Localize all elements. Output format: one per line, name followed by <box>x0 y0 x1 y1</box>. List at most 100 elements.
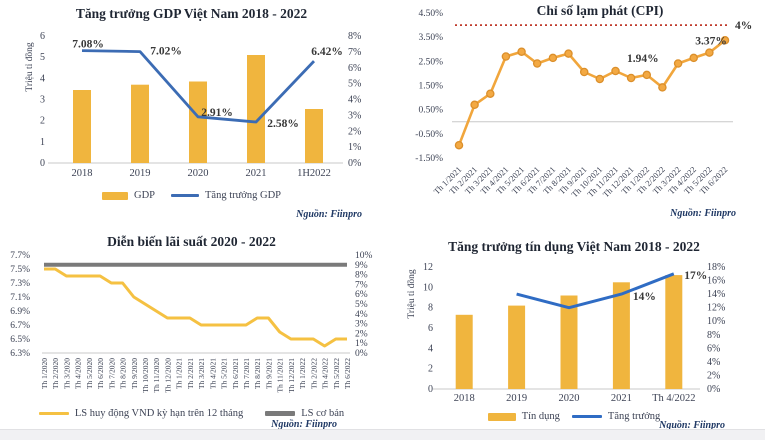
svg-text:7%: 7% <box>355 280 368 290</box>
rates-plot-area: 7.7% 7.5% 7.3% 7.1% 6.9% 6.7% 6.5% 6.3% 10%9%8%7… <box>10 251 373 393</box>
svg-text:7%: 7% <box>348 47 361 58</box>
svg-text:2020: 2020 <box>559 393 580 404</box>
svg-text:4.50%: 4.50% <box>418 9 443 19</box>
gdp-chart-title: Tăng trưởng GDP Việt Nam 2018 - 2022 <box>75 6 308 21</box>
svg-text:5%: 5% <box>355 300 368 310</box>
svg-text:6%: 6% <box>707 343 720 354</box>
svg-text:2019: 2019 <box>506 393 527 404</box>
svg-text:4%: 4% <box>355 310 368 320</box>
svg-text:Th 6/2020: Th 6/2020 <box>96 358 105 389</box>
svg-text:Th 4/2022: Th 4/2022 <box>321 358 330 389</box>
svg-text:5%: 5% <box>348 79 361 90</box>
svg-text:Th 1/2021: Th 1/2021 <box>175 358 184 389</box>
svg-text:Th 5/2022: Th 5/2022 <box>332 358 341 389</box>
svg-text:Th 4/2020: Th 4/2020 <box>74 358 83 389</box>
legend-item-gdp-growth: Tăng trưởng GDP <box>171 190 281 201</box>
svg-text:0: 0 <box>428 384 433 395</box>
svg-text:6.42%: 6.42% <box>311 46 343 58</box>
svg-text:-0.50%: -0.50% <box>415 130 443 140</box>
svg-text:Th 7/2020: Th 7/2020 <box>107 358 116 389</box>
svg-text:Th 8/2021: Th 8/2021 <box>253 358 262 389</box>
gdp-y-axis-label: Triệu tỉ đồng <box>25 42 35 92</box>
rates-legend: LS huy động VND kỳ hạn trên 12 tháng LS … <box>0 408 383 419</box>
svg-text:9%: 9% <box>355 261 368 271</box>
svg-text:2021: 2021 <box>246 168 267 179</box>
svg-text:Th 12/2021: Th 12/2021 <box>287 358 296 393</box>
svg-text:Th 5/2021: Th 5/2021 <box>220 358 229 389</box>
svg-text:2.58%: 2.58% <box>267 118 299 130</box>
legend-label-deposit-rate: LS huy động VND kỳ hạn trên 12 tháng <box>74 408 244 419</box>
svg-text:4: 4 <box>40 73 45 84</box>
credit-growth-chart: 12 10 8 6 4 2 0 18% 16% 14% 12% 10% 8% 6% 4% 2% 0% 2018 20… <box>383 230 765 439</box>
svg-text:2%: 2% <box>348 126 361 137</box>
svg-text:Th 1/2022: Th 1/2022 <box>298 358 307 389</box>
svg-text:2: 2 <box>428 364 433 375</box>
legend-item-deposit-rate: LS huy động VND kỳ hạn trên 12 tháng <box>38 408 244 419</box>
gdp-plot-area: 6 5 4 3 2 1 0 8% 7% 6% 5% 4% 3% 2% 1% 0% 2018 2019 2020 202… <box>40 31 361 179</box>
svg-text:Th 9/2021: Th 9/2021 <box>264 358 273 389</box>
svg-text:Th 4/2021: Th 4/2021 <box>208 358 217 389</box>
rates-chart-title: Diễn biến lãi suất 2020 - 2022 <box>107 234 276 249</box>
svg-text:3.50%: 3.50% <box>418 33 443 43</box>
legend-label-gdp: GDP <box>133 190 155 201</box>
svg-text:1H2022: 1H2022 <box>297 168 331 179</box>
svg-text:10%: 10% <box>355 251 373 261</box>
legend-label-credit: Tín dụng <box>521 411 560 422</box>
svg-text:3%: 3% <box>355 320 368 330</box>
svg-text:6%: 6% <box>355 290 368 300</box>
cpi-plot-area: 4.50%3.50%2.50%1.50%0.50%-0.50%-1.50%Th … <box>415 9 752 199</box>
svg-text:3%: 3% <box>348 110 361 121</box>
svg-text:2018: 2018 <box>72 168 93 179</box>
svg-text:Th 8/2020: Th 8/2020 <box>119 358 128 389</box>
svg-text:Th 10/2020: Th 10/2020 <box>141 358 150 393</box>
svg-text:6.7%: 6.7% <box>10 321 30 331</box>
svg-text:7.5%: 7.5% <box>10 265 30 275</box>
credit-bar-swatch <box>487 412 516 421</box>
svg-text:Th 6/2021: Th 6/2021 <box>231 358 240 389</box>
svg-text:14%: 14% <box>633 291 656 303</box>
svg-text:7.7%: 7.7% <box>10 251 30 261</box>
svg-text:6.5%: 6.5% <box>10 335 30 345</box>
svg-text:10: 10 <box>423 282 433 293</box>
svg-text:Th 2/2022: Th 2/2022 <box>309 358 318 389</box>
legend-item-gdp: GDP <box>101 190 155 201</box>
svg-text:7.02%: 7.02% <box>150 46 182 58</box>
svg-text:4%: 4% <box>707 357 720 368</box>
svg-text:Th 3/2020: Th 3/2020 <box>62 358 71 389</box>
page-footer-strip <box>0 429 765 440</box>
gdp-growth-line-swatch <box>171 194 199 197</box>
credit-legend: Tín dụng Tăng trưởng <box>383 411 765 422</box>
base-rate-line-swatch <box>265 411 296 416</box>
svg-text:1: 1 <box>40 137 45 148</box>
svg-text:1.50%: 1.50% <box>418 82 443 92</box>
svg-text:0: 0 <box>40 158 45 169</box>
deposit-rate-line-swatch <box>38 411 69 416</box>
legend-label-base-rate: LS cơ bản <box>301 408 345 419</box>
gdp-legend: GDP Tăng trưởng GDP <box>0 190 383 201</box>
svg-text:Th 1/2020: Th 1/2020 <box>40 358 49 389</box>
svg-text:Th 5/2020: Th 5/2020 <box>85 358 94 389</box>
svg-text:Th 6/2022: Th 6/2022 <box>343 358 352 389</box>
svg-text:Th 9/2020: Th 9/2020 <box>130 358 139 389</box>
svg-text:8: 8 <box>428 303 433 314</box>
svg-text:Th 3/2021: Th 3/2021 <box>197 358 206 389</box>
cpi-inflation-chart: 4.50% 3.50% 2.50% 1.50% 0.50% -0.50% -1.50% Th … <box>383 0 765 230</box>
svg-text:6.9%: 6.9% <box>10 307 30 317</box>
credit-chart-title: Tăng trưởng tín dụng Việt Nam 2018 - 202… <box>448 239 700 254</box>
svg-text:3.37%: 3.37% <box>695 35 727 47</box>
svg-text:6: 6 <box>428 323 433 334</box>
interest-rate-chart: 7.7% 7.5% 7.3% 7.1% 6.9% 6.7% 6.5% 6.3% 10% 9% 8% 7… <box>0 230 383 439</box>
svg-text:Th 2/2021: Th 2/2021 <box>186 358 195 389</box>
svg-text:8%: 8% <box>707 330 720 341</box>
legend-label-gdp-growth: Tăng trưởng GDP <box>205 190 281 201</box>
credit-growth-line-swatch <box>571 415 602 418</box>
legend-item-credit: Tín dụng <box>487 411 560 422</box>
svg-text:10%: 10% <box>707 316 725 327</box>
gdp-source-credit: Nguồn: Fiinpro <box>296 209 362 220</box>
svg-text:3: 3 <box>40 95 45 106</box>
svg-text:Th 7/2021: Th 7/2021 <box>242 358 251 389</box>
svg-text:0%: 0% <box>707 384 720 395</box>
svg-text:Th 11/2020: Th 11/2020 <box>152 358 161 393</box>
svg-text:2: 2 <box>40 116 45 127</box>
svg-text:Th 2/2020: Th 2/2020 <box>51 358 60 389</box>
